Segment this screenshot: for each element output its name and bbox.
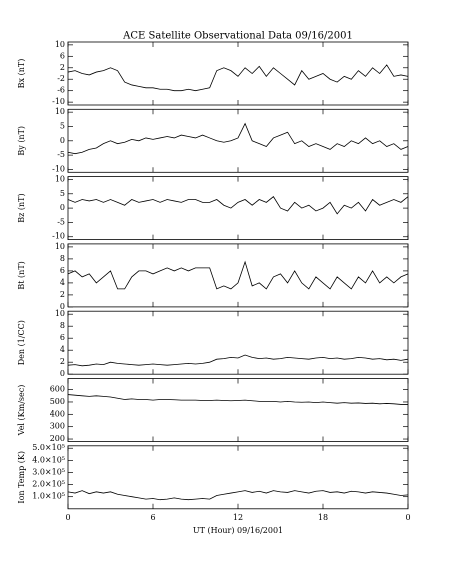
y-tick-label: 5 xyxy=(60,189,65,198)
y-tick-label: 1.0×10⁵ xyxy=(32,492,65,501)
data-line xyxy=(67,490,409,501)
y-axis-label: Ion Temp (K) xyxy=(17,451,26,504)
y-tick-label: 300 xyxy=(50,422,65,431)
y-tick-label: 8 xyxy=(60,321,65,330)
data-line xyxy=(67,260,409,290)
y-axis-label: Bx (nT) xyxy=(17,59,26,89)
y-axis-label: Vel (Km/sec) xyxy=(17,385,26,437)
x-tick-label: 12 xyxy=(233,513,243,522)
y-tick-label: 400 xyxy=(50,409,65,418)
y-tick-label: 0 xyxy=(60,369,65,378)
x-axis-label: UT (Hour) 09/16/2001 xyxy=(193,526,283,535)
y-tick-label: 500 xyxy=(50,397,65,406)
y-tick-label: 2 xyxy=(60,290,65,299)
y-tick-label: 600 xyxy=(50,385,65,394)
y-tick-label: 2 xyxy=(60,357,65,366)
x-tick-label: 18 xyxy=(318,513,328,522)
y-tick-label: 6 xyxy=(60,51,65,60)
y-tick-label: 10 xyxy=(55,309,65,318)
y-tick-label: 2 xyxy=(60,63,65,72)
x-tick-label: 0 xyxy=(405,513,410,522)
x-tick-label: 0 xyxy=(65,513,70,522)
y-tick-label: -5 xyxy=(57,150,65,159)
y-tick-label: 5 xyxy=(60,121,65,130)
data-line xyxy=(67,64,409,92)
y-tick-label: 0 xyxy=(60,203,65,212)
y-tick-label: 6 xyxy=(60,333,65,342)
panel-frame xyxy=(67,445,409,510)
y-tick-label: 10 xyxy=(55,174,65,183)
x-tick-label: 6 xyxy=(150,513,155,522)
data-line xyxy=(67,394,408,405)
y-axis-label: Bz (nT) xyxy=(17,193,26,222)
y-tick-label: -10 xyxy=(52,164,65,173)
y-tick-label: 0 xyxy=(60,302,65,311)
y-tick-label: 10 xyxy=(55,40,65,49)
y-tick-label: 10 xyxy=(55,107,65,116)
data-line xyxy=(67,196,409,215)
y-tick-label: 3.0×10⁵ xyxy=(32,467,65,476)
y-axis-label: Bt (nT) xyxy=(17,261,26,289)
y-tick-label: -10 xyxy=(52,232,65,241)
y-tick-label: 10 xyxy=(55,242,65,251)
chart-title: ACE Satellite Observational Data 09/16/2… xyxy=(122,31,353,42)
y-tick-label: -2 xyxy=(57,74,65,83)
y-tick-label: 8 xyxy=(60,254,65,263)
panel-frame xyxy=(67,176,409,241)
y-tick-label: 2.0×10⁵ xyxy=(32,480,65,489)
y-tick-label: 0 xyxy=(60,136,65,145)
y-axis-label: By (nT) xyxy=(17,126,26,156)
panel-frame xyxy=(67,108,409,173)
y-tick-label: 200 xyxy=(50,434,65,443)
y-tick-label: -6 xyxy=(57,86,65,95)
data-line xyxy=(67,354,409,367)
panel-frame xyxy=(67,378,409,442)
y-tick-label: 4 xyxy=(60,278,65,287)
y-axis-label: Den (1/CC) xyxy=(17,320,26,365)
y-tick-label: 4 xyxy=(60,345,65,354)
panel-frame xyxy=(67,310,409,375)
data-line xyxy=(67,122,409,155)
y-tick-label: 6 xyxy=(60,266,65,275)
y-tick-label: -10 xyxy=(52,97,65,106)
y-tick-label: 4.0×10⁵ xyxy=(32,455,65,464)
panel-frame xyxy=(67,243,409,308)
y-tick-label: 5.0×10⁵ xyxy=(32,443,65,452)
y-tick-label: -5 xyxy=(57,217,65,226)
